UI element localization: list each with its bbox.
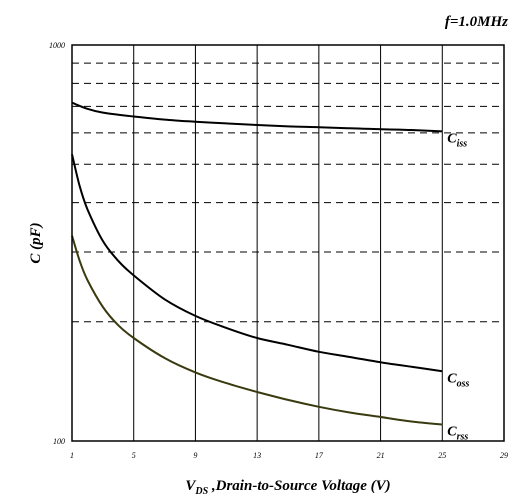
- y-tick-label: 1000: [49, 41, 65, 50]
- x-tick-label: 9: [193, 451, 197, 460]
- x-tick-label: 13: [253, 451, 261, 460]
- grid: [72, 45, 504, 441]
- series-line-coss: [71, 153, 443, 373]
- x-tick-label: 21: [377, 451, 385, 460]
- x-tick-label: 1: [70, 451, 74, 460]
- x-axis-title-main: V: [185, 478, 197, 494]
- y-tick-label: 100: [53, 437, 65, 446]
- series-labels: Ciss Coss Crss: [447, 131, 469, 442]
- x-axis-title-sub: DS: [194, 486, 208, 497]
- series-layer: [71, 101, 443, 426]
- x-tick-label: 5: [132, 451, 136, 460]
- x-tick-label: 29: [500, 451, 508, 460]
- x-axis-title-rest: ,Drain-to-Source Voltage (V): [208, 478, 391, 494]
- x-tick-label: 17: [315, 451, 324, 460]
- series-line-ciss: [71, 101, 443, 133]
- y-axis-title: C (pF): [28, 222, 44, 263]
- series-label-ciss: Ciss: [447, 131, 467, 149]
- x-tick-label: 25: [438, 451, 446, 460]
- x-axis-title: VDS ,Drain-to-Source Voltage (V): [185, 478, 390, 497]
- frequency-annotation: f=1.0MHz: [445, 14, 508, 30]
- series-label-crss: Crss: [447, 425, 468, 443]
- series-label-coss: Coss: [447, 371, 469, 389]
- plot-frame: [71, 44, 505, 442]
- tick-labels: 1 5 9 13 17 21 25 29 100 1000: [49, 41, 508, 460]
- series-line-crss: [71, 235, 443, 426]
